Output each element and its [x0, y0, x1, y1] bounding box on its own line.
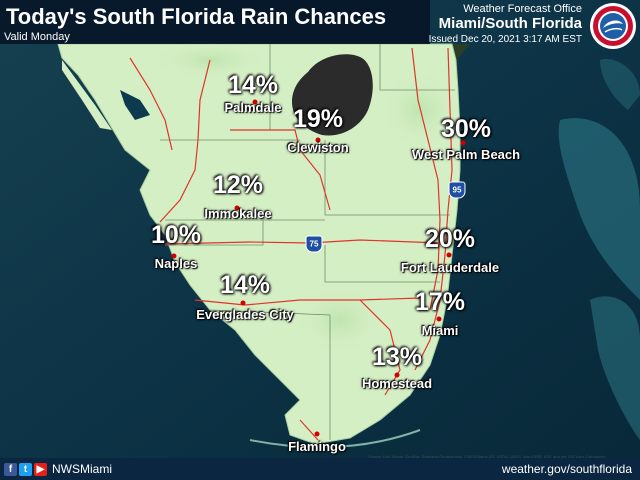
- rain-chance: 14%: [219, 271, 271, 299]
- grand-bahama: [600, 59, 640, 110]
- charlotte-harbor: [120, 90, 150, 120]
- city-naples: 10% Naples: [151, 222, 201, 271]
- highways: [129, 47, 453, 441]
- naples-marker: [171, 253, 177, 259]
- city-name: Naples: [154, 256, 198, 271]
- city-homestead: 13% Homestead: [362, 344, 432, 391]
- footer-bar: f t ▶ NWSMiami weather.gov/southflorida: [0, 458, 640, 480]
- city-name: Homestead: [361, 376, 433, 391]
- city-everglades-city: 14% Everglades City: [196, 272, 294, 322]
- city-name: Everglades City: [196, 307, 294, 322]
- rain-chance: 19%: [292, 105, 344, 133]
- city-clewiston: 19% Clewiston: [287, 106, 348, 155]
- gulf-islands: [62, 60, 112, 130]
- noaa-nws-logo-icon: [590, 3, 636, 49]
- city-palmdale: 14% Palmdale: [224, 72, 281, 115]
- bahamas-bank-south: [590, 296, 640, 440]
- city-name: Miami: [421, 323, 459, 338]
- youtube-icon[interactable]: ▶: [34, 462, 47, 476]
- rain-chance: 30%: [440, 115, 492, 143]
- rain-chance: 17%: [414, 288, 466, 316]
- clewiston-marker: [315, 137, 321, 143]
- fort-lauderdale-marker: [446, 252, 452, 258]
- interstate-95-shield-icon: 95: [448, 181, 466, 199]
- everglades-city-marker: [240, 300, 246, 306]
- website-link[interactable]: weather.gov/southflorida: [501, 462, 632, 476]
- rain-chance: 13%: [371, 343, 423, 371]
- immokalee-marker: [234, 205, 240, 211]
- city-name: Fort Lauderdale: [400, 260, 500, 275]
- social-links: f t ▶ NWSMiami: [4, 462, 112, 476]
- west-palm-beach-marker: [460, 140, 466, 146]
- rain-chance: 14%: [227, 71, 279, 99]
- rain-chance: 20%: [424, 225, 476, 253]
- interstate-75-shield-icon: 75: [305, 235, 323, 253]
- issued-time: Issued Dec 20, 2021 3:17 AM EST: [428, 34, 582, 45]
- city-flamingo: Flamingo: [288, 439, 346, 454]
- city-miami: 17% Miami: [415, 289, 465, 338]
- city-immokalee: 12% Immokalee: [204, 172, 271, 221]
- city-name: Clewiston: [287, 140, 349, 155]
- rain-chance: 12%: [212, 171, 264, 199]
- twitter-icon[interactable]: t: [19, 462, 32, 476]
- rain-chance: 10%: [150, 221, 202, 249]
- city-west-palm-beach: 30% West Palm Beach: [412, 116, 520, 162]
- office-name: Miami/South Florida: [438, 15, 582, 32]
- city-name: West Palm Beach: [411, 147, 521, 162]
- facebook-icon[interactable]: f: [4, 462, 17, 476]
- palmdale-marker: [252, 99, 258, 105]
- miami-marker: [436, 316, 442, 322]
- map-credits: Source: Esri, Maxar, GeoEye, Earthstar G…: [368, 454, 606, 459]
- lake-okeechobee: [292, 54, 373, 136]
- social-handle[interactable]: NWSMiami: [52, 462, 112, 476]
- title-bar: Today's South Florida Rain Chances Valid…: [0, 0, 430, 44]
- page-title: Today's South Florida Rain Chances: [6, 4, 387, 29]
- bahamas-bank: [558, 118, 640, 300]
- city-name: Flamingo: [288, 439, 346, 454]
- city-name: Immokalee: [204, 206, 272, 221]
- valid-day: Valid Monday: [4, 31, 70, 43]
- flamingo-marker: [314, 431, 320, 437]
- city-name: Palmdale: [224, 100, 282, 115]
- florida-keys: [249, 429, 421, 449]
- city-fort-lauderdale: 20% Fort Lauderdale: [401, 226, 499, 275]
- office-label: Weather Forecast Office: [463, 3, 582, 15]
- office-info: Weather Forecast Office Miami/South Flor…: [429, 3, 582, 45]
- homestead-marker: [394, 372, 400, 378]
